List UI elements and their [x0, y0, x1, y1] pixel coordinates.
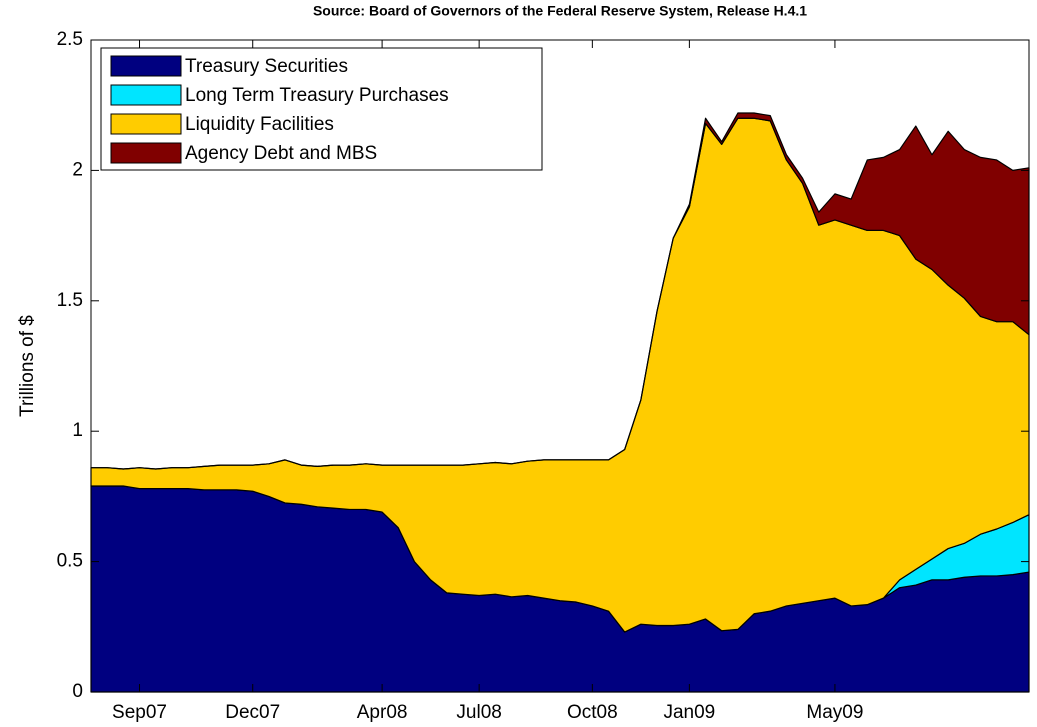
legend-label: Treasury Securities [185, 56, 348, 77]
legend-swatch [110, 142, 182, 164]
legend: Treasury Securities Long Term Treasury Pu… [100, 47, 543, 171]
x-tick-label: May09 [806, 702, 863, 723]
legend-swatch [110, 55, 182, 77]
x-tick-label: Sep07 [112, 702, 167, 723]
y-tick-label: 0 [72, 681, 83, 702]
legend-label: Agency Debt and MBS [185, 143, 377, 164]
legend-swatch [110, 113, 182, 135]
plot-frame [90, 39, 1030, 693]
legend-label: Long Term Treasury Purchases [185, 85, 449, 106]
y-tick-label: 2.5 [57, 29, 83, 50]
y-tick-label: 1.5 [57, 290, 83, 311]
x-tick-label: Jan09 [663, 702, 715, 723]
chart-title: Source: Board of Governors of the Federa… [313, 3, 807, 19]
x-tick-label: Jul08 [456, 702, 501, 723]
x-tick-label: Apr08 [357, 702, 408, 723]
y-tick-label: 1 [72, 420, 83, 441]
x-tick-label: Oct08 [567, 702, 618, 723]
legend-swatch [110, 84, 182, 106]
y-tick-label: 2 [72, 159, 83, 180]
x-tick-label: Dec07 [225, 702, 280, 723]
y-tick-label: 0.5 [57, 551, 83, 572]
legend-label: Liquidity Facilities [185, 114, 334, 135]
y-axis-label: Trillions of $ [17, 315, 38, 417]
